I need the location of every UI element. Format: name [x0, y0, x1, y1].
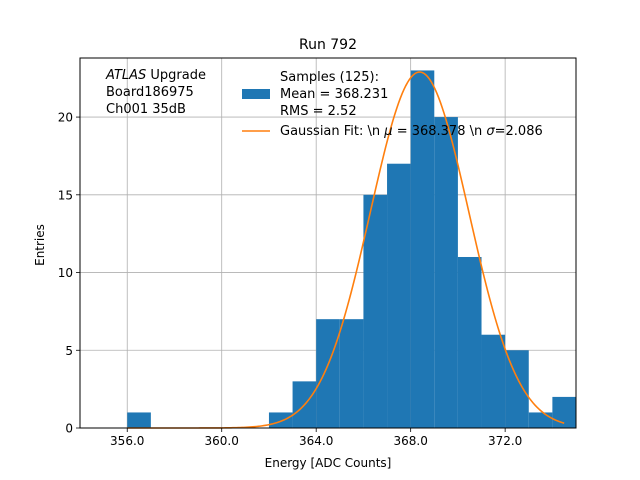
annotation-line: ATLAS Upgrade	[105, 68, 206, 83]
y-tick-label: 15	[58, 188, 73, 202]
x-tick-label: 372.0	[488, 434, 522, 448]
legend-fit-label-part: = 368.378 \n	[393, 124, 487, 139]
y-tick-label: 5	[65, 344, 73, 358]
legend-hist-label: Mean = 368.231	[280, 87, 388, 102]
legend-hist-label: RMS = 2.52	[280, 104, 357, 119]
histogram-bar	[505, 350, 529, 428]
annotation-line: Ch001 35dB	[106, 102, 186, 117]
histogram-bar	[339, 319, 364, 428]
chart-title: Run 792	[299, 37, 357, 53]
x-tick-label: 368.0	[393, 434, 427, 448]
histogram-bar	[268, 412, 293, 428]
plot-frame	[79, 57, 577, 429]
histogram-bar	[316, 319, 340, 428]
histogram-bar	[363, 194, 388, 428]
y-axis-ticks: 0 5 10 15 20	[58, 111, 80, 436]
annotation-text: Board186975	[106, 85, 194, 100]
legend-fit-label-part: σ	[486, 124, 495, 139]
y-tick-label: 0	[65, 422, 73, 436]
x-tick-label: 356.0	[110, 434, 144, 448]
legend-hist-label: Samples (125):	[280, 70, 379, 85]
legend: Samples (125): Mean = 368.231 RMS = 2.52…	[242, 70, 543, 139]
histogram-bar	[410, 70, 435, 428]
legend-hist-swatch	[242, 89, 270, 99]
histogram-bar	[127, 412, 151, 428]
histogram-bar	[434, 117, 458, 429]
legend-fit-label: Gaussian Fit: \n μ = 368.378 \n σ=2.086	[280, 124, 543, 139]
x-tick-label: 364.0	[299, 434, 333, 448]
legend-fit-label-part: =2.086	[495, 124, 543, 139]
legend-fit-label-part: μ	[383, 124, 392, 139]
atlas-annotation: ATLAS Upgrade Board186975 Ch001 35dB	[105, 68, 206, 117]
histogram-bar	[528, 412, 553, 428]
x-axis-label: Energy [ADC Counts]	[265, 456, 392, 470]
annotation-text: Ch001 35dB	[106, 102, 186, 117]
y-axis-label: Entries	[33, 224, 47, 266]
x-axis-ticks: 356.0 360.0 364.0 368.0 372.0	[110, 428, 522, 448]
annotation-line: Board186975	[106, 85, 194, 100]
y-tick-label: 10	[58, 266, 73, 280]
histogram-bar	[457, 256, 482, 428]
histogram-bar	[552, 396, 576, 428]
histogram-bars	[127, 70, 576, 429]
histogram-bar	[387, 163, 411, 428]
annotation-text: Upgrade	[146, 68, 206, 83]
annotation-italic-text: ATLAS	[105, 68, 146, 83]
legend-fit-label-part: Gaussian Fit: \n	[280, 124, 384, 139]
x-tick-label: 360.0	[205, 434, 239, 448]
y-tick-label: 20	[58, 111, 73, 125]
histogram-bar	[481, 334, 506, 428]
